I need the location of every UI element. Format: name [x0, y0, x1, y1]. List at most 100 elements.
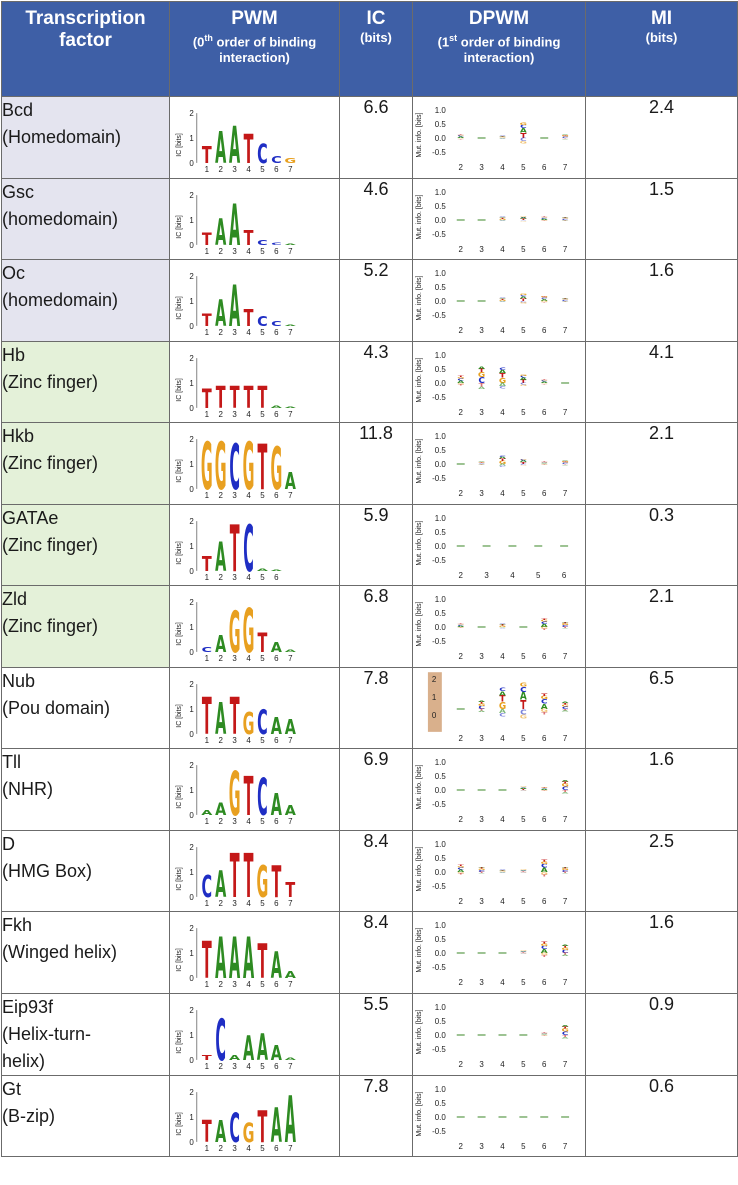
dpwm-axis-label: Mut. info. [bits]: [416, 1091, 423, 1136]
dpwm-letter: A: [562, 460, 569, 461]
dpwm-logo: Mut. info. [bits] 1.0 0.5 0.0 -0.5 2 3 4 5 6 7: [416, 1085, 570, 1150]
pwm-letter: T: [258, 379, 268, 415]
ic-value: 11.8: [339, 422, 413, 505]
dpwm-position-label: 7: [563, 733, 568, 742]
dpwm-letter: T: [458, 628, 465, 629]
dpwm-letter: C: [562, 462, 569, 464]
tf-name: Oc: [2, 263, 26, 283]
dpwm-letter: A: [562, 1036, 569, 1038]
dpwm-position-label: 3: [479, 652, 484, 661]
dpwm-letter: C: [457, 867, 464, 870]
mi-value: 0.9: [585, 992, 738, 1076]
dpwm-letter: T: [479, 701, 486, 704]
dpwm-letter: C: [520, 464, 527, 466]
pwm-letter: A: [215, 924, 226, 991]
dpwm-tick-label: -0.5: [432, 963, 446, 972]
pwm-letter: C: [243, 511, 254, 584]
ic-value: 6.6: [339, 96, 413, 179]
pwm-axis-label: IC [bits]: [176, 622, 183, 646]
dpwm-letter: T: [541, 941, 548, 944]
table-row: Eip93f (Helix-turn-helix) IC [bits] 2 1 0 T 1 C 2…: [1, 992, 738, 1076]
mi-value: 1.6: [585, 911, 738, 994]
pwm-position-label: 2: [218, 980, 223, 989]
dpwm-logo: Mut. info. [bits] 1.0 0.5 0.0 -0.5 2 3 4 5 6: [416, 514, 569, 579]
dpwm-letter: T: [541, 693, 548, 697]
pwm-letter: C: [215, 1006, 226, 1073]
dpwm-letter: A: [499, 138, 506, 139]
header-ic-label: IC: [366, 8, 386, 29]
tf-name-cell: Nub (Pou domain): [1, 666, 170, 749]
dpwm-letter: T: [479, 871, 486, 873]
dpwm-letter: A: [499, 136, 506, 137]
mi-value: 2.4: [585, 96, 738, 179]
dpwm-tick-label: 1.0: [435, 432, 447, 441]
pwm-letter: A: [229, 272, 240, 339]
dpwm-letter: A: [499, 301, 506, 302]
header-ic: IC (bits): [339, 1, 413, 97]
pwm-position-label: 2: [218, 572, 223, 581]
pwm-tick-label: 1: [189, 1030, 194, 1039]
table-row: Gt (B-zip) IC [bits] 2 1 0 T 1 A 2 C 3 G 4 T 5 A 6 A 7 7.8 Mu…: [1, 1074, 738, 1157]
pwm-axis-label: IC [bits]: [176, 459, 183, 483]
dpwm-axis-label: Mut. info. [bits]: [416, 764, 423, 809]
pwm-position-label: 4: [246, 1143, 251, 1152]
dpwm-position-label: 6: [542, 244, 547, 253]
pwm-letter: A: [285, 1082, 296, 1155]
pwm-position-label: 4: [246, 409, 251, 418]
pwm-letter: G: [243, 429, 255, 503]
table-row: Oc (homedomain) IC [bits] 2 1 0 T 1 A 2 A 3 T 4 C 5 C 6 A 7…: [1, 259, 738, 342]
pwm-letter: T: [230, 841, 240, 910]
dpwm-letter: C: [499, 628, 506, 629]
dpwm-letter: G: [499, 375, 507, 384]
dpwm-letter: G: [541, 953, 548, 957]
pwm-position-label: 7: [288, 1061, 293, 1070]
dpwm-letter: A: [457, 626, 464, 628]
pwm-letter: C: [201, 646, 212, 654]
pwm-letter: A: [215, 693, 226, 744]
dpwm-letter: G: [541, 462, 548, 463]
dpwm-tick-label: 1.0: [435, 106, 447, 115]
tf-name-cell: Tll (NHR): [1, 748, 170, 831]
tf-family: (HMG Box): [2, 860, 92, 881]
dpwm-letter: A: [541, 948, 548, 954]
dpwm-position-label: 6: [542, 733, 547, 742]
pwm-position-label: 6: [274, 409, 279, 418]
pwm-tick-label: 2: [189, 435, 194, 444]
dpwm-letter: G: [561, 783, 569, 788]
dpwm-letter: C: [520, 870, 527, 871]
dpwm-letter: A: [499, 456, 507, 459]
pwm-position-label: 1: [205, 735, 210, 744]
tf-family: (Zinc finger): [2, 616, 99, 636]
ic-value: 8.4: [339, 911, 413, 994]
pwm-letter: A: [285, 968, 297, 980]
dpwm-letter: C: [499, 298, 506, 299]
dpwm-letter: C: [478, 375, 485, 384]
dpwm-letter: T: [458, 624, 465, 625]
table-row: Hb (Zinc finger) IC [bits] 2 1 0 T 1 T 2 T 3 T 4 T 5 A 6 A…: [1, 340, 738, 423]
dpwm-letter: G: [541, 788, 548, 789]
dpwm-position-label: 2: [459, 244, 464, 253]
dpwm-letter: G: [541, 627, 548, 630]
tf-name-cell: Fkh (Winged helix): [1, 911, 170, 994]
dpwm-tick-label: 1.0: [435, 514, 447, 523]
pwm-letter: A: [285, 243, 296, 245]
pwm-position-label: 6: [274, 898, 279, 907]
mi-value: 2.1: [585, 585, 738, 668]
pwm-position-label: 3: [232, 491, 237, 500]
dpwm-letter: C: [457, 378, 464, 381]
tf-name-cell: Oc (homedomain): [1, 259, 170, 342]
pwm-tick-label: 0: [189, 892, 194, 901]
dpwm-letter: C: [562, 300, 569, 302]
dpwm-position-label: 3: [479, 1141, 484, 1150]
dpwm-position-label: 6: [562, 570, 567, 579]
pwm-position-label: 1: [205, 1143, 210, 1152]
mi-value: 2.1: [585, 422, 738, 505]
dpwm-letter: T: [562, 134, 569, 135]
dpwm-axis-label: Mut. info. [bits]: [416, 275, 423, 320]
dpwm-tick-label: 0.5: [435, 528, 447, 537]
dpwm-logo: Mut. info. [bits]1.00.50.0-0.52 3GTACAC4T…: [416, 269, 569, 335]
pwm-letter: A: [229, 924, 240, 991]
